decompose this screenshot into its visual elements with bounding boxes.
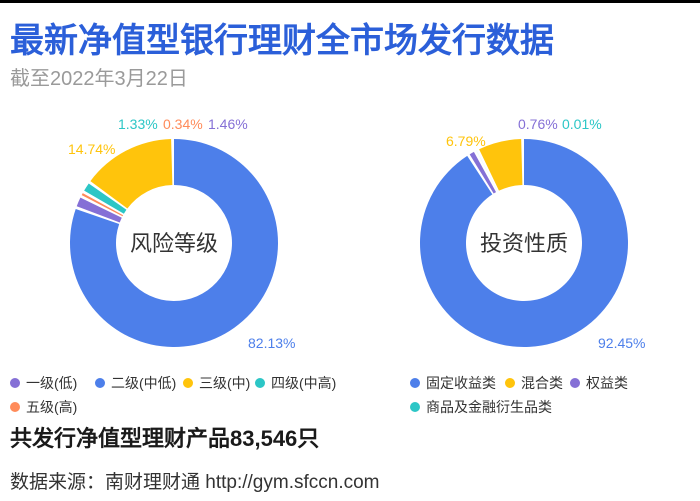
svg-text:投资性质: 投资性质	[480, 231, 568, 256]
svg-text:风险等级: 风险等级	[130, 231, 218, 256]
